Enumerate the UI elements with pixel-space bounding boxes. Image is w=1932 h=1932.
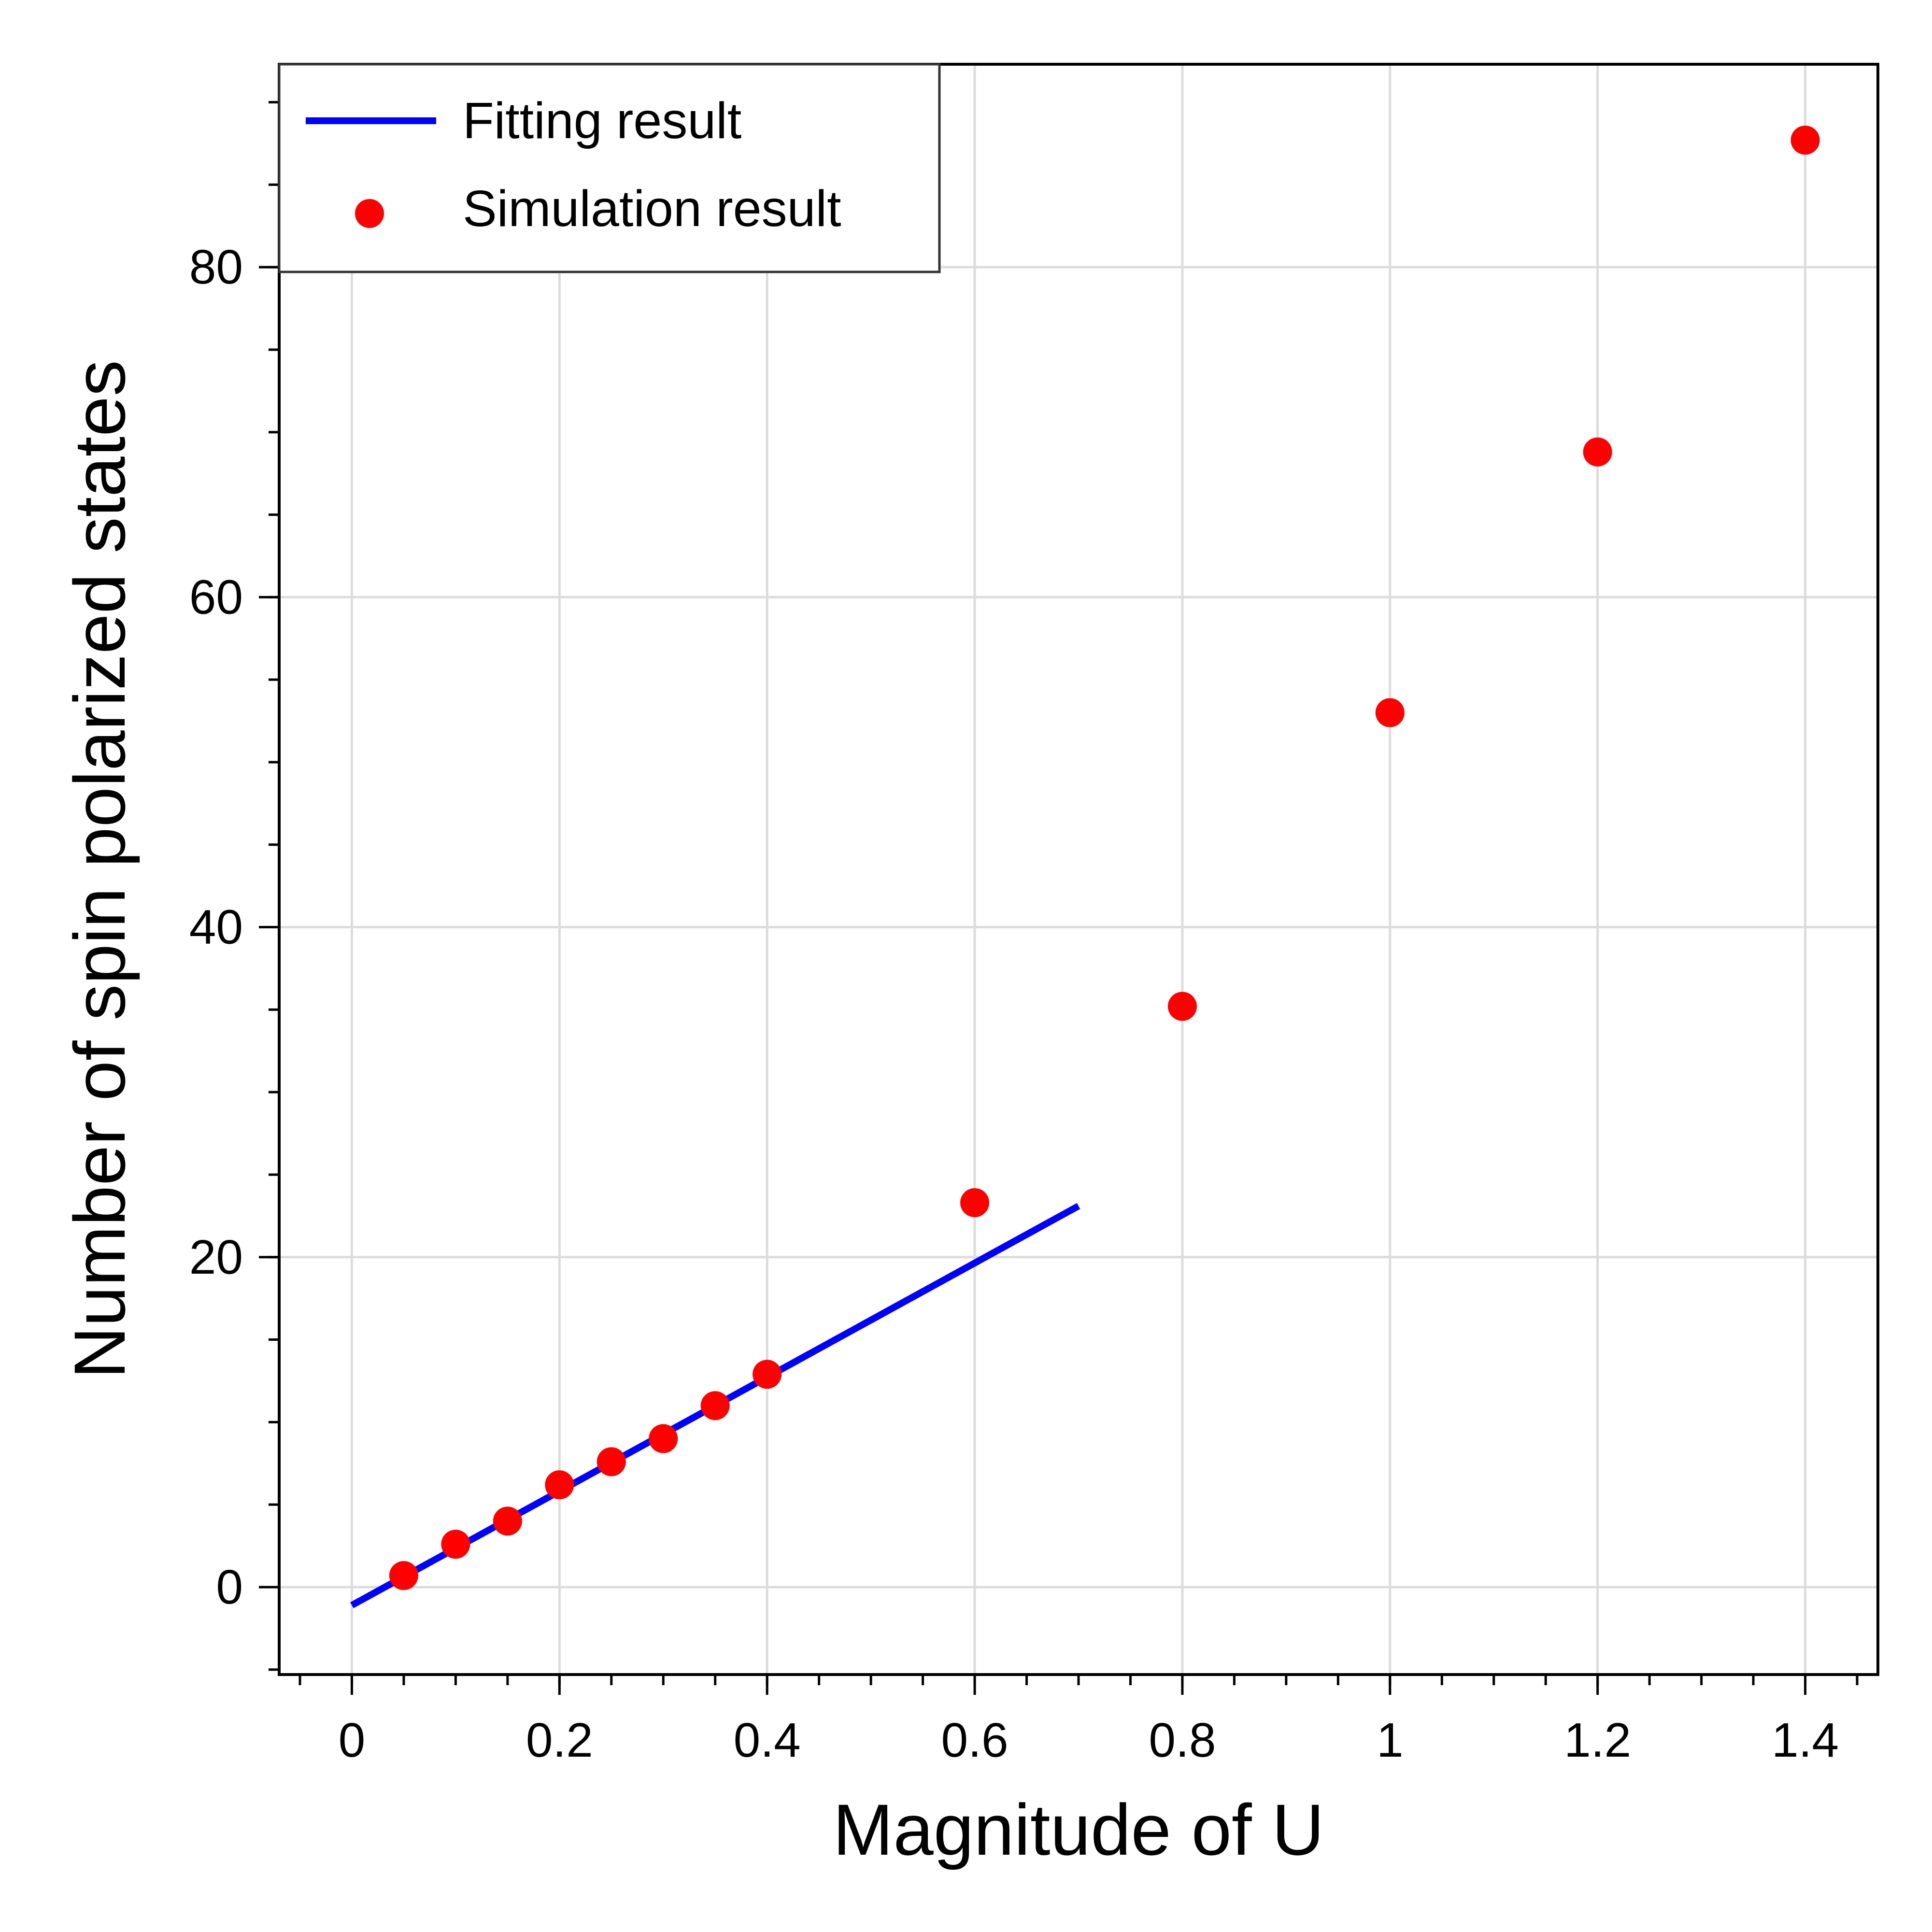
legend-simulation-label: Simulation result [463, 180, 841, 237]
legend-simulation-swatch [355, 199, 384, 228]
x-tick-label: 0.8 [1149, 1713, 1216, 1767]
y-tick-label: 60 [189, 570, 243, 624]
series-layer [350, 126, 1820, 1608]
y-tick-label: 80 [189, 240, 243, 294]
legend-fitting-label: Fitting result [463, 92, 741, 149]
simulation-point [649, 1424, 678, 1453]
x-tick-label: 0 [339, 1713, 366, 1767]
tick-labels: 0 0.2 0.4 0.6 0.8 1 1.2 1.4 0 20 40 60 80 [189, 240, 1839, 1767]
simulation-point [700, 1391, 730, 1421]
legend: Fitting result Simulation result [278, 63, 941, 273]
simulation-point [1790, 126, 1820, 155]
simulation-point [1375, 698, 1405, 727]
plot-frame [278, 63, 1879, 1676]
x-tick-label: 0.2 [526, 1713, 593, 1767]
x-tick-label: 0.6 [941, 1713, 1009, 1767]
x-axis-label: Magnitude of U [833, 1789, 1324, 1870]
simulation-point [960, 1188, 990, 1218]
x-tick-label: 1.4 [1772, 1713, 1839, 1767]
y-tick-label: 20 [189, 1230, 243, 1284]
x-tick-label: 1.2 [1564, 1713, 1631, 1767]
simulation-point [1583, 437, 1612, 467]
y-tick-label: 40 [189, 900, 243, 954]
x-tick-label: 0.4 [734, 1713, 801, 1767]
ticks [259, 101, 1859, 1695]
simulation-point [493, 1506, 522, 1536]
simulation-point [753, 1360, 782, 1389]
legend-box [278, 63, 941, 273]
simulation-point [441, 1530, 470, 1559]
simulation-point [545, 1470, 574, 1500]
simulation-point [1167, 992, 1197, 1021]
y-tick-label: 0 [216, 1560, 243, 1614]
simulation-point [389, 1561, 418, 1591]
y-axis-label: Number of spin polarized states [59, 360, 140, 1378]
simulation-point [597, 1447, 626, 1477]
x-tick-label: 1 [1377, 1713, 1404, 1767]
grid [279, 64, 1878, 1675]
